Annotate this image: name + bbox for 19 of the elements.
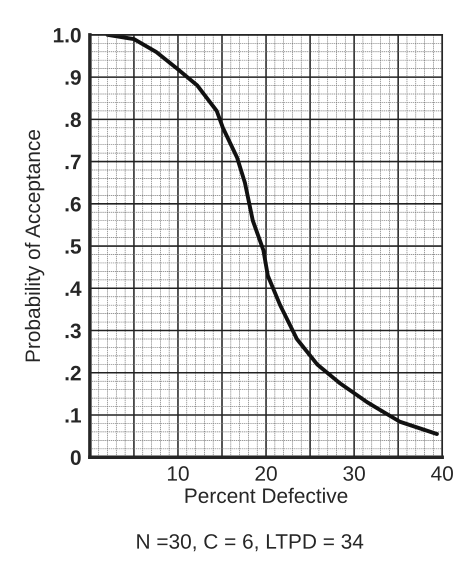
x-tick-label: 10 — [168, 466, 189, 481]
y-tick-label: .8 — [66, 112, 81, 128]
y-tick-label: .3 — [66, 324, 81, 338]
y-tick-label: .6 — [66, 196, 81, 212]
y-tick-label: 0 — [70, 450, 81, 465]
y-tick-label: .2 — [66, 366, 81, 380]
x-tick-label: 30 — [343, 466, 365, 481]
text: N =30, C = 6, LTPD = 34 — [137, 534, 364, 552]
line-series — [106, 34, 439, 436]
x-tick-label: 40 — [431, 466, 453, 481]
y-tick-label: .5 — [66, 239, 81, 254]
x-axis-title: Percent Defective — [186, 488, 348, 504]
y-tick-label: .4 — [66, 282, 82, 296]
y-tick-label: 1.0 — [54, 28, 81, 43]
y-axis-title: Probability of Acceptance — [24, 130, 44, 362]
y-tick-label: .9 — [66, 70, 81, 85]
x-tick-label: 20 — [256, 466, 277, 481]
y-tick-label: .1 — [66, 408, 81, 423]
y-tick-label: .7 — [66, 154, 81, 170]
